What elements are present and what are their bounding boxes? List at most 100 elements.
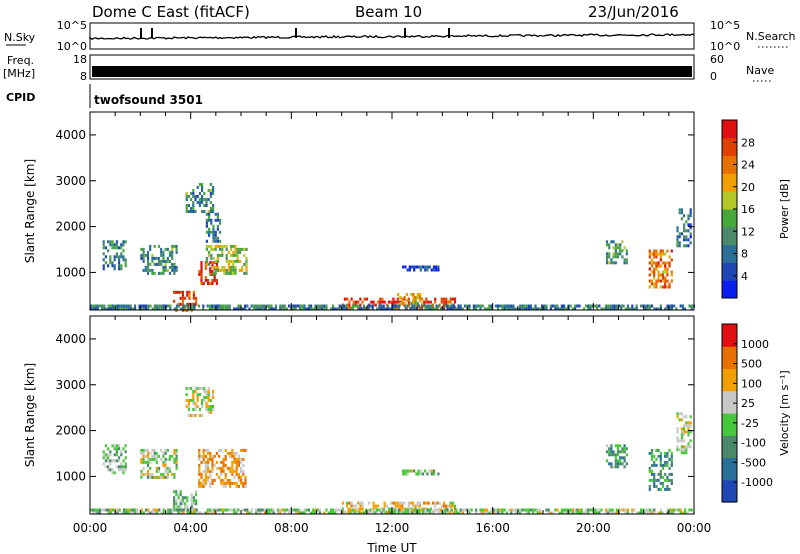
echo-cell [144, 268, 147, 272]
echo-cell [494, 511, 497, 515]
echo-cell [153, 244, 156, 248]
echo-cell [318, 304, 321, 308]
echo-cell [229, 454, 232, 458]
echo-cell [376, 508, 379, 512]
echo-cell [464, 508, 467, 512]
echo-cell [687, 229, 690, 233]
echo-cell [582, 307, 585, 311]
echo-cell [142, 268, 145, 272]
echo-cell [411, 511, 414, 515]
echo-cell [107, 456, 110, 460]
echo-cell [198, 183, 201, 186]
echo-cell [508, 304, 511, 308]
echo-cell [146, 469, 150, 473]
echo-cell [387, 510, 391, 514]
echo-cell [142, 250, 145, 254]
echo-cell [689, 439, 692, 443]
echo-cell [234, 268, 237, 272]
echo-cell [650, 279, 654, 283]
echo-cell [214, 239, 217, 243]
echo-cell [153, 271, 156, 275]
echo-cell [380, 307, 383, 311]
echo-cell [230, 259, 233, 263]
echo-cell [190, 207, 193, 210]
echo-cell [358, 511, 361, 515]
echo-cell [650, 463, 654, 467]
echo-cell [189, 307, 192, 311]
echo-cell [171, 268, 174, 272]
echo-cell [401, 299, 404, 302]
echo-cell [234, 271, 237, 275]
nsky-ytick-top: 10^5 [57, 19, 87, 32]
echo-cell [162, 475, 165, 479]
echo-cell [263, 304, 266, 308]
echo-cell [255, 508, 258, 512]
echo-cell [194, 402, 197, 405]
echo-cell [118, 261, 121, 265]
echo-cell [113, 444, 116, 448]
echo-cell [149, 466, 152, 470]
echo-cell [664, 472, 667, 476]
echo-cell [650, 448, 654, 452]
echo-cell [383, 504, 386, 508]
echo-cell [255, 511, 258, 515]
echo-cell [237, 508, 240, 512]
echo-cell [233, 475, 236, 479]
echo-cell [192, 399, 195, 402]
echo-cell [449, 297, 452, 301]
echo-cell [179, 296, 182, 300]
echo-cell [259, 307, 262, 311]
echo-cell [670, 451, 673, 455]
echo-cell [345, 304, 348, 308]
echo-cell [408, 265, 411, 269]
echo-cell [113, 243, 116, 247]
echo-cell [631, 511, 634, 515]
echo-cell [402, 265, 405, 269]
echo-cell [343, 297, 347, 301]
echo-cell [173, 262, 176, 266]
echo-cell [670, 270, 673, 274]
echo-cell [614, 252, 617, 256]
echo-cell [631, 307, 634, 311]
echo-cell [395, 508, 398, 512]
echo-cell [212, 189, 215, 192]
echo-cell [194, 195, 197, 198]
echo-cell [208, 262, 211, 266]
echo-cell [612, 450, 615, 454]
echo-cell [405, 293, 408, 296]
echo-cell [683, 433, 686, 437]
echo-cell [190, 414, 193, 417]
echo-cell [648, 304, 651, 308]
echo-cell [554, 508, 557, 512]
echo-cell [175, 448, 178, 452]
echo-cell [233, 508, 236, 512]
echo-cell [98, 508, 101, 512]
echo-cell [234, 253, 237, 257]
echo-cell [285, 307, 288, 311]
echo-cell [178, 304, 181, 308]
echo-cell [365, 307, 368, 311]
echo-cell [521, 304, 524, 308]
echo-cell [519, 508, 522, 512]
echo-cell [379, 300, 382, 304]
echo-cell [578, 304, 581, 308]
echo-cell [621, 447, 624, 451]
echo-cell [252, 307, 255, 311]
echo-cell [389, 307, 392, 311]
echo-cell [209, 472, 212, 476]
echo-cell [223, 244, 226, 248]
echo-cell [209, 282, 212, 285]
echo-cell [598, 304, 601, 308]
echo-cell [207, 393, 210, 396]
echo-cell [428, 307, 431, 311]
echo-cell [685, 244, 688, 248]
echo-cell [684, 508, 687, 512]
echo-cell [419, 265, 422, 269]
echo-cell [237, 475, 240, 479]
echo-cell [392, 297, 395, 301]
echo-cell [415, 472, 418, 476]
echo-cell [676, 430, 679, 434]
echo-cell [648, 478, 651, 482]
echo-cell [653, 255, 656, 259]
echo-cell [146, 457, 150, 461]
